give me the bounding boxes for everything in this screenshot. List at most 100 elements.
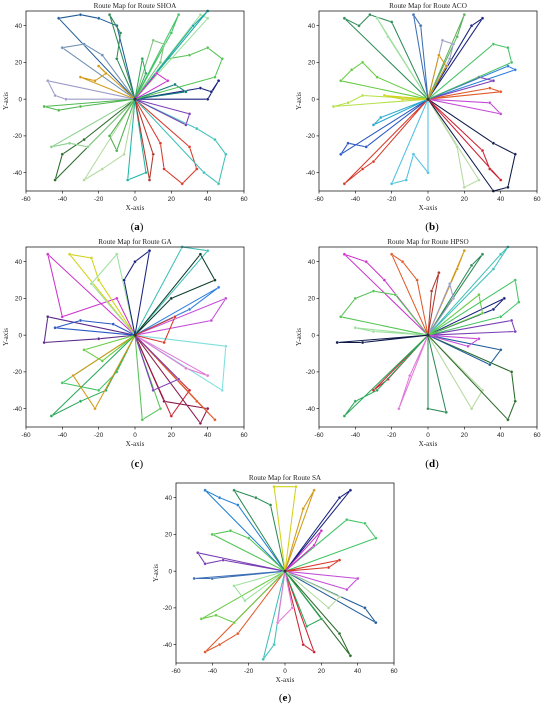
customer-point xyxy=(491,307,496,312)
route-line-10 xyxy=(233,570,286,602)
customer-point xyxy=(184,366,188,370)
customer-point xyxy=(173,82,177,87)
customer-point xyxy=(151,388,155,392)
x-tick-label: 0 xyxy=(133,432,137,439)
route-line-23 xyxy=(134,58,147,100)
route-line-8 xyxy=(83,334,136,362)
caption-b: (b) xyxy=(425,221,439,233)
customer-point xyxy=(162,42,166,46)
route-line-8 xyxy=(200,570,286,624)
customer-point xyxy=(506,418,510,422)
chart-title: Route Map for Route HPSO xyxy=(387,238,468,246)
customer-point xyxy=(162,167,166,171)
customer-point xyxy=(147,178,152,182)
route-line-15 xyxy=(284,519,377,572)
route-line-24 xyxy=(134,72,169,100)
route-line-17 xyxy=(134,83,187,100)
customer-point xyxy=(480,16,485,20)
route-line-14 xyxy=(427,65,516,100)
customer-point xyxy=(232,488,236,492)
chart-panel-aco: Route Map for Route ACO -60 -40 -20 0 20 40 60 -… xyxy=(293,0,548,216)
customer-point xyxy=(158,406,163,411)
customer-point xyxy=(400,97,405,101)
route-line-12 xyxy=(134,98,198,185)
route-line-1 xyxy=(204,489,286,572)
customer-point xyxy=(115,57,119,61)
customer-point xyxy=(184,90,188,94)
x-tick-label: 0 xyxy=(426,432,430,439)
customer-point xyxy=(187,145,192,149)
x-tick-label: -40 xyxy=(58,196,68,203)
x-tick-label: 60 xyxy=(240,196,248,203)
x-tick-label: 60 xyxy=(533,432,541,439)
x-tick-label: 20 xyxy=(168,432,176,439)
chart-title: Route Map for Route SHOA xyxy=(94,2,177,10)
customer-point xyxy=(184,123,188,127)
customer-point xyxy=(339,152,343,156)
depot-point xyxy=(426,333,430,337)
customer-point xyxy=(236,631,240,636)
customer-point xyxy=(169,31,173,35)
customer-point xyxy=(187,388,192,392)
customer-point xyxy=(217,642,222,647)
customer-point xyxy=(60,152,64,156)
depot-point xyxy=(133,333,137,337)
customer-point xyxy=(448,57,452,61)
route-line-12 xyxy=(427,334,502,366)
customer-point xyxy=(499,315,503,319)
y-tick-label: 40 xyxy=(165,495,173,502)
customer-point xyxy=(82,178,86,182)
route-line-18 xyxy=(284,530,322,572)
customer-point xyxy=(513,152,517,156)
customer-point xyxy=(93,406,97,411)
x-tick-label: -60 xyxy=(21,196,31,203)
customer-point xyxy=(319,617,323,621)
customer-point xyxy=(268,503,273,507)
customer-point xyxy=(147,249,152,253)
customer-point xyxy=(382,93,387,98)
y-axis-label: Y-axis xyxy=(152,564,160,582)
route-line-19 xyxy=(427,283,454,336)
routes-group xyxy=(42,9,228,186)
customer-point xyxy=(312,543,316,548)
customer-point xyxy=(480,148,485,153)
customer-point xyxy=(477,337,481,341)
customer-point xyxy=(363,521,367,526)
route-line-20 xyxy=(284,570,341,609)
customer-point xyxy=(326,565,331,570)
y-tick-label: -40 xyxy=(306,406,316,413)
route-line-21 xyxy=(427,54,447,100)
customer-point xyxy=(176,377,181,381)
customer-point xyxy=(82,348,86,352)
customer-point xyxy=(166,79,170,83)
route-line-11 xyxy=(134,246,209,336)
customer-point xyxy=(337,496,342,500)
x-axis-label: X-axis xyxy=(419,440,438,448)
customer-point xyxy=(206,406,210,411)
customer-point xyxy=(513,278,517,282)
customer-point xyxy=(97,388,101,392)
route-map-svg: Route Map for Route SA -60 -40 -20 0 20 40 60 -4… xyxy=(152,474,398,684)
customer-point xyxy=(342,16,347,20)
route-line-1 xyxy=(343,14,429,100)
route-line-3 xyxy=(273,486,297,572)
customer-point xyxy=(203,562,207,566)
customer-point xyxy=(111,322,115,326)
customer-point xyxy=(122,278,126,282)
customer-point xyxy=(339,315,343,319)
customer-point xyxy=(198,13,203,17)
customer-point xyxy=(371,159,376,164)
customer-point xyxy=(64,97,68,101)
customer-point xyxy=(46,252,50,256)
route-line-14 xyxy=(284,570,359,591)
route-map-svg: Route Map for Route GA -60 -40 -20 0 20 40 60 -4… xyxy=(2,238,248,448)
customer-point xyxy=(312,488,316,492)
customer-point xyxy=(513,399,517,403)
y-tick-label: 20 xyxy=(165,532,173,539)
x-tick-label: -20 xyxy=(387,196,397,203)
customer-point xyxy=(451,296,456,301)
customer-point xyxy=(360,60,365,65)
customer-point xyxy=(232,584,236,588)
y-tick-label: 0 xyxy=(168,568,172,575)
customer-point xyxy=(491,141,496,145)
